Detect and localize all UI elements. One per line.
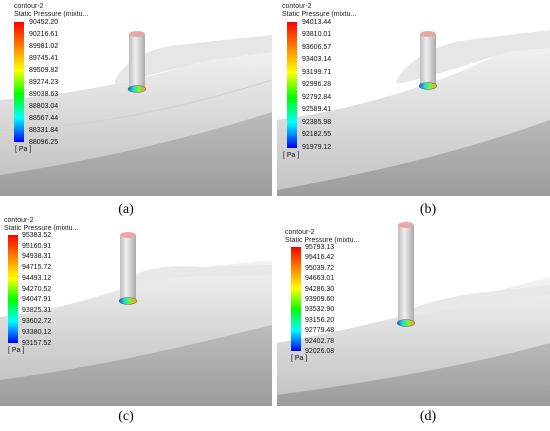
tick-label: 93909.60 <box>305 296 335 303</box>
caption-a: (a) <box>118 202 134 217</box>
tick-label: 95793.13 <box>305 244 335 251</box>
tick-label: 94715.72 <box>22 264 52 271</box>
unit-label: [ Pa ] <box>291 355 308 362</box>
unit-label: [ Pa ] <box>15 146 32 153</box>
tick-label: 89745.41 <box>29 55 59 62</box>
tick-label: 94047.91 <box>22 296 52 303</box>
tick-label: 92385.98 <box>302 119 332 126</box>
tick-label: 93532.90 <box>305 306 335 313</box>
tick-label: 93810.01 <box>302 31 332 38</box>
tick-label: 93157.52 <box>22 340 52 347</box>
unit-label: [ Pa ] <box>283 152 300 159</box>
cfd-render-b <box>277 30 550 196</box>
tick-label: 89038.63 <box>29 91 59 98</box>
tick-label: 92402.78 <box>305 338 335 345</box>
tick-label: 88331.84 <box>29 127 59 134</box>
legend-subtitle: Static Pressure (mixtu... <box>282 11 357 18</box>
tick-label: 89509.82 <box>29 67 59 74</box>
tick-label: 94270.52 <box>22 286 52 293</box>
cfd-render-c <box>0 232 272 406</box>
colorbar <box>8 235 18 343</box>
tick-label: 92182.55 <box>302 131 332 138</box>
tick-label: 92026.08 <box>305 348 335 355</box>
legend-title: contour-2 <box>282 3 312 10</box>
tick-label: 89981.02 <box>29 43 59 50</box>
legend-title: contour-2 <box>4 217 34 224</box>
tick-label: 88803.04 <box>29 103 59 110</box>
panel-a: contour-2 Static Pressure (mixtu... 9045… <box>0 0 272 196</box>
tick-label: 92779.48 <box>305 327 335 334</box>
tick-label: 93825.31 <box>22 307 52 314</box>
tick-label: 90452.20 <box>29 19 59 26</box>
tick-label: 93380.12 <box>22 329 52 336</box>
legend-subtitle: Static Pressure (mixtu... <box>285 237 360 244</box>
legend-subtitle: Static Pressure (mixtu... <box>4 225 79 232</box>
panel-d: contour-2 Static Pressure (mixtu... 9579… <box>277 215 550 406</box>
caption-b: (b) <box>419 202 437 217</box>
tick-label: 92792.84 <box>302 94 332 101</box>
tick-label: 95039.72 <box>305 265 335 272</box>
unit-label: [ Pa ] <box>8 347 25 354</box>
tick-label: 89274.23 <box>29 79 59 86</box>
tick-label: 94286.30 <box>305 286 335 293</box>
tick-label: 88096.25 <box>29 139 59 146</box>
tick-label: 95383.52 <box>22 232 52 239</box>
colorbar <box>14 22 24 142</box>
tick-label: 93199.71 <box>302 69 332 76</box>
tick-label: 94663.01 <box>305 275 335 282</box>
tick-label: 90216.61 <box>29 31 59 38</box>
panel-c: contour-2 Static Pressure (mixtu... 9538… <box>0 215 272 406</box>
cfd-render-d <box>277 222 550 406</box>
legend-subtitle: Static Pressure (mixtu... <box>14 11 89 18</box>
tick-label: 93156.20 <box>305 317 335 324</box>
tick-label: 94938.31 <box>22 253 52 260</box>
tick-label: 93602.72 <box>22 318 52 325</box>
tick-label: 92996.28 <box>302 81 332 88</box>
tick-label: 91979.12 <box>302 144 332 151</box>
cfd-render-a <box>0 31 272 196</box>
tick-label: 94013.44 <box>302 19 332 26</box>
legend-title: contour-2 <box>14 3 44 10</box>
legend-title: contour-2 <box>285 229 315 236</box>
tick-label: 93403.14 <box>302 56 332 63</box>
panel-b: contour-2 Static Pressure (mixtu... 9401… <box>277 0 550 196</box>
tick-label: 95416.42 <box>305 254 335 261</box>
tick-label: 95160.91 <box>22 243 52 250</box>
colorbar <box>291 247 301 351</box>
tick-label: 93606.57 <box>302 44 332 51</box>
colorbar <box>287 22 297 148</box>
caption-c: (c) <box>118 409 134 424</box>
caption-d: (d) <box>419 409 437 424</box>
tick-label: 88567.44 <box>29 115 59 122</box>
tick-label: 92589.41 <box>302 106 332 113</box>
tick-label: 94493.12 <box>22 275 52 282</box>
